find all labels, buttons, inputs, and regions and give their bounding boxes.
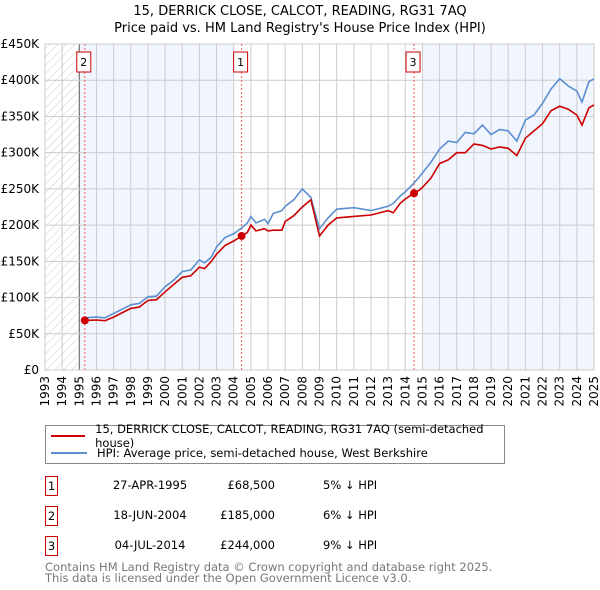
- x-tick-label: 2005: [244, 376, 258, 407]
- x-tick-label: 1998: [124, 376, 138, 407]
- x-tick-label: 2025: [587, 376, 600, 407]
- x-tick-label: 1994: [55, 376, 69, 407]
- y-tick-label: £50K: [8, 327, 40, 341]
- x-tick-label: 2003: [210, 376, 224, 407]
- x-tick-label: 1995: [72, 376, 86, 407]
- transaction-number: 1: [45, 476, 58, 496]
- y-tick-label: £450K: [1, 37, 41, 51]
- x-tick-label: 2011: [347, 376, 361, 407]
- transaction-hpi-diff: 5% ↓ HPI: [323, 478, 378, 492]
- transaction-row: 3 04-JUL-2014 £244,000 9% ↓ HPI: [45, 536, 445, 556]
- transaction-hpi-diff: 6% ↓ HPI: [323, 508, 378, 522]
- x-tick-label: 2013: [381, 376, 395, 407]
- chart-subtitle: Price paid vs. HM Land Registry's House …: [114, 21, 486, 36]
- y-tick-label: £400K: [1, 73, 41, 87]
- x-tick-label: 1997: [107, 376, 121, 407]
- y-tick-label: £350K: [1, 109, 41, 123]
- x-tick-label: 2006: [261, 376, 275, 407]
- sale-label: 2: [80, 56, 87, 69]
- x-tick-label: 1996: [89, 376, 103, 407]
- transaction-date: 04-JUL-2014: [114, 538, 186, 552]
- chart-title: 15, DERRICK CLOSE, CALCOT, READING, RG31…: [133, 4, 467, 19]
- y-tick-label: £150K: [1, 254, 41, 268]
- x-tick-label: 2019: [484, 376, 498, 407]
- x-tick-label: 2000: [158, 376, 172, 407]
- price-chart: 1993 1994 1995 1996 1997 1998 1999 2000 2001 2002…: [1, 37, 600, 407]
- sale-point: [410, 189, 419, 198]
- legend-item-hpi: HPI: Average price, semi-detached house,…: [51, 445, 428, 461]
- sale-point: [237, 231, 246, 240]
- x-tick-label: 2016: [433, 376, 447, 407]
- x-tick-label: 2014: [398, 376, 412, 407]
- transaction-date: 18-JUN-2004: [113, 508, 187, 522]
- sale-label: 1: [237, 56, 244, 69]
- transaction-number: 2: [45, 506, 58, 526]
- legend-swatch: [51, 452, 87, 454]
- transaction-price: £244,000: [220, 538, 275, 552]
- x-tick-label: 2021: [518, 376, 532, 407]
- sale-label-box: [405, 51, 421, 73]
- x-tick-label: 2010: [330, 376, 344, 407]
- footer-copyright: Contains HM Land Registry data © Crown c…: [45, 560, 493, 574]
- sale-label-box: [233, 51, 249, 73]
- x-tick-label: 2002: [192, 376, 206, 407]
- price-paid-line: [84, 104, 595, 322]
- transaction-row: 2 18-JUN-2004 £185,000 6% ↓ HPI: [45, 506, 445, 526]
- legend-label: HPI: Average price, semi-detached house,…: [97, 446, 428, 460]
- sale-label-box: [76, 51, 92, 73]
- x-tick-label: 2007: [278, 376, 292, 407]
- y-tick-label: £0: [24, 363, 39, 377]
- x-tick-label: 2018: [467, 376, 481, 407]
- transaction-price: £185,000: [220, 508, 275, 522]
- x-tick-label: 2024: [570, 376, 584, 407]
- plot-frame: [44, 43, 595, 371]
- transaction-price: £68,500: [227, 478, 275, 492]
- y-tick-label: £200K: [1, 218, 41, 232]
- x-tick-label: 2023: [553, 376, 567, 407]
- hpi-line: [84, 77, 595, 319]
- sale-point: [80, 316, 89, 325]
- x-tick-label: 2008: [295, 376, 309, 407]
- transaction-row: 1 27-APR-1995 £68,500 5% ↓ HPI: [45, 476, 445, 496]
- transaction-hpi-diff: 9% ↓ HPI: [323, 538, 378, 552]
- sale-label: 3: [410, 56, 417, 69]
- x-tick-label: 2020: [501, 376, 515, 407]
- legend-item-property: 15, DERRICK CLOSE, CALCOT, READING, RG31…: [51, 422, 504, 450]
- y-tick-label: £300K: [1, 146, 41, 160]
- x-tick-label: 2022: [536, 376, 550, 407]
- x-tick-label: 2001: [175, 376, 189, 407]
- transaction-date: 27-APR-1995: [112, 478, 188, 492]
- x-tick-label: 2015: [415, 376, 429, 407]
- x-tick-label: 2017: [450, 376, 464, 407]
- x-tick-label: 2009: [313, 376, 327, 407]
- shaded-period: [79, 44, 234, 370]
- legend-label: 15, DERRICK CLOSE, CALCOT, READING, RG31…: [95, 422, 484, 450]
- transaction-number: 3: [45, 536, 58, 556]
- legend: 15, DERRICK CLOSE, CALCOT, READING, RG31…: [45, 422, 505, 464]
- footer-licence: This data is licensed under the Open Gov…: [45, 571, 412, 585]
- legend-swatch: [51, 435, 86, 437]
- x-tick-label: 1999: [141, 376, 155, 407]
- x-tick-label: 2004: [227, 376, 241, 407]
- y-tick-label: £100K: [1, 291, 41, 305]
- x-tick-label: 1993: [38, 376, 52, 407]
- y-tick-label: £250K: [1, 182, 41, 196]
- x-tick-label: 2012: [364, 376, 378, 407]
